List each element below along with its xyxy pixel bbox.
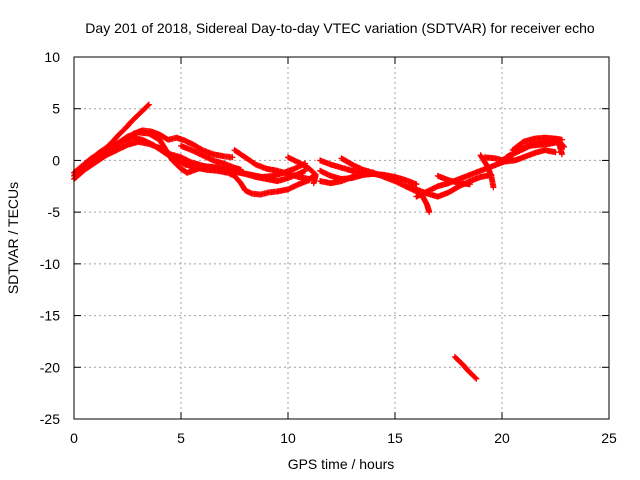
y-tick-label: -10	[40, 256, 60, 272]
data-point-markers	[231, 147, 317, 182]
data-point-markers	[481, 147, 559, 165]
data-point-markers	[285, 154, 319, 187]
x-tick-label: 10	[280, 430, 296, 446]
data-track	[509, 134, 565, 158]
data-track	[338, 155, 377, 176]
data-point-markers	[451, 353, 480, 382]
data-track	[285, 154, 319, 187]
y-tick-label: 10	[44, 49, 60, 65]
x-tick-label: 5	[177, 430, 185, 446]
y-tick-label: -25	[40, 411, 60, 427]
data-track	[481, 147, 559, 165]
data-point-markers	[178, 142, 244, 173]
y-tick-label: -20	[40, 359, 60, 375]
x-tick-labels: 0 5 10 15 20 25	[70, 430, 617, 446]
axis-ticks	[73, 56, 610, 420]
data-point-markers	[477, 152, 497, 191]
grid-lines	[74, 57, 609, 419]
x-tick-label: 20	[494, 430, 510, 446]
x-tick-label: 0	[70, 430, 78, 446]
data-track	[178, 142, 244, 173]
data-track	[231, 147, 317, 182]
y-tick-label: 5	[52, 101, 60, 117]
data-point-markers	[86, 134, 313, 198]
y-tick-label: -15	[40, 308, 60, 324]
data-point-markers	[338, 155, 377, 176]
data-points	[71, 101, 568, 382]
y-tick-label: 0	[52, 152, 60, 168]
data-track	[86, 134, 313, 198]
y-axis-label: SDTVAR / TECUs	[5, 182, 21, 294]
data-point-markers	[434, 172, 473, 188]
chart-title: Day 201 of 2018, Sidereal Day-to-day VTE…	[85, 20, 595, 36]
data-track	[451, 353, 480, 382]
data-point-markers	[509, 134, 565, 158]
y-tick-label: -5	[48, 204, 61, 220]
x-tick-label: 25	[601, 430, 617, 446]
data-track	[434, 172, 473, 188]
y-tick-labels: -25 -20 -15 -10 -5 0 5 10	[40, 49, 60, 427]
plot-frame	[73, 56, 610, 420]
data-track	[477, 152, 497, 191]
x-axis-label: GPS time / hours	[288, 456, 395, 472]
x-tick-label: 15	[387, 430, 403, 446]
